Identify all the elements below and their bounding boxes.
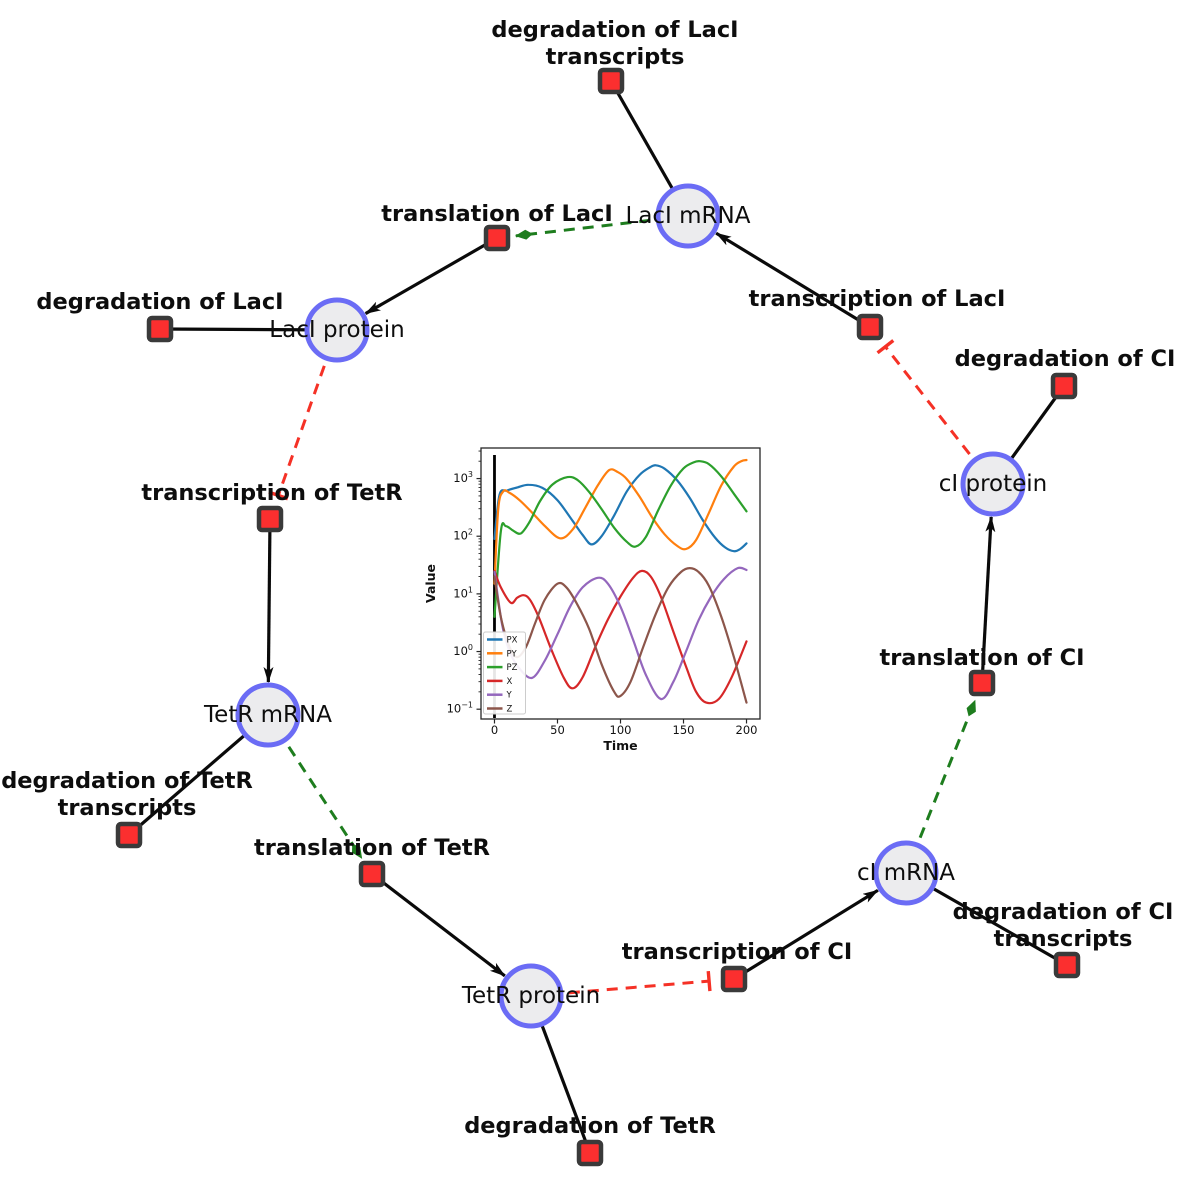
species-node-tetr_mrna[interactable] — [235, 682, 301, 748]
edge-inhibitor-tetr_protein-to-transcription_ci-tbar — [706, 970, 712, 992]
y-tick-label: 101 — [453, 585, 473, 600]
reaction-node-transcription_tetr[interactable] — [256, 505, 284, 533]
species-label-laci_protein: LacI protein — [269, 317, 404, 343]
reaction-label-deg_tetr_tx: degradation of TetR — [1, 768, 253, 794]
species-label-ci_mrna: cI mRNA — [857, 860, 955, 886]
reaction-label-translation_ci: translation of CI — [879, 645, 1084, 671]
reaction-label-transcription_laci: transcription of LacI — [749, 286, 1006, 312]
species-node-ci_protein[interactable] — [960, 451, 1026, 517]
reaction-node-deg_laci[interactable] — [146, 315, 174, 343]
series-PZ-line — [493, 459, 748, 618]
series-X-line — [493, 569, 748, 705]
species-label-laci_mrna: LacI mRNA — [626, 203, 751, 229]
series-PY-line — [493, 458, 748, 585]
legend-label-Z: Z — [507, 705, 513, 715]
reaction-node-transcription_ci[interactable] — [720, 965, 748, 993]
reaction-label-deg_ci_tx: degradation of CI — [953, 899, 1174, 925]
edge-product-transcription_laci-to-laci_mrna — [715, 231, 871, 329]
legend-frame — [483, 631, 526, 715]
edge-product-translation_laci-to-laci_protein — [364, 236, 498, 315]
species-label-tetr_protein: TetR protein — [461, 983, 600, 1009]
legend-label-Y: Y — [506, 691, 513, 701]
reaction-node-transcription_laci[interactable] — [856, 313, 884, 341]
legend-label-PZ: PZ — [507, 663, 518, 673]
y-tick-label: 10−1 — [447, 701, 473, 716]
x-tick-label: 100 — [610, 723, 632, 737]
y-tick-label: 100 — [453, 643, 473, 658]
reaction-label-deg_laci_tx: degradation of LacI — [491, 17, 738, 43]
y-axis-label: Value — [423, 564, 438, 603]
species-label-tetr_mrna: TetR mRNA — [203, 702, 332, 728]
reaction-label-transcription_ci: transcription of CI — [622, 939, 852, 965]
reaction-node-deg_tetr[interactable] — [576, 1139, 604, 1167]
reaction-node-deg_tetr_tx[interactable] — [115, 821, 143, 849]
reaction-label-translation_laci: translation of LacI — [381, 201, 612, 227]
edge-inhibitor-ci_protein-to-transcription_laci-tbar — [876, 339, 895, 355]
y-tick-label: 103 — [453, 470, 473, 485]
reaction-node-translation_laci[interactable] — [483, 224, 511, 252]
species-node-laci_protein[interactable] — [304, 297, 370, 363]
reaction-node-deg_ci_tx[interactable] — [1053, 951, 1081, 979]
species-node-laci_mrna[interactable] — [655, 183, 721, 249]
reaction-label-deg_laci: degradation of LacI — [36, 289, 283, 315]
edge-inhibitor-laci_protein-to-transcription_tetr-tbar — [268, 490, 289, 501]
edge-product-translation_tetr-to-tetr_protein — [371, 872, 506, 978]
axis-ticks: 0 50 100 150 200 10−1 100 101 102 103 — [447, 450, 758, 737]
species-node-tetr_protein[interactable] — [498, 963, 564, 1029]
reaction-label-translation_tetr: translation of TetR — [254, 835, 490, 861]
edge-product-translation_ci-to-ci_protein — [980, 515, 996, 684]
reaction-label-deg_tetr_tx: transcripts — [58, 795, 197, 821]
x-tick-label: 200 — [736, 723, 758, 737]
reaction-node-translation_tetr[interactable] — [358, 860, 386, 888]
edge-modifier-ci_mrna-to-translation_ci — [904, 699, 977, 874]
reaction-label-deg_laci_tx: transcripts — [546, 44, 685, 70]
x-tick-label: 0 — [491, 723, 498, 737]
x-tick-label: 50 — [550, 723, 565, 737]
labels-layer: LacI mRNA LacI protein TetR mRNA TetR prote… — [1, 17, 1175, 1139]
series-PX-line — [493, 464, 748, 553]
nodes-layer — [115, 67, 1081, 1167]
plot-frame — [480, 447, 761, 720]
legend-label-PX: PX — [507, 636, 518, 646]
legend: PX PY PZ XYZ — [483, 631, 526, 715]
reaction-label-deg_tetr: degradation of TetR — [464, 1113, 716, 1139]
x-axis-label: Time — [603, 738, 637, 753]
inset-plot: 0 50 100 150 20010−1100101102103TimeValuePXP… — [423, 447, 761, 753]
reaction-node-deg_ci[interactable] — [1050, 372, 1078, 400]
legend-label-PY: PY — [507, 649, 518, 659]
x-tick-label: 150 — [673, 723, 695, 737]
reaction-node-translation_ci[interactable] — [968, 669, 996, 697]
y-tick-label: 102 — [453, 528, 473, 543]
reaction-node-deg_laci_tx[interactable] — [597, 67, 625, 95]
reaction-label-transcription_tetr: transcription of TetR — [141, 480, 402, 506]
species-node-ci_mrna[interactable] — [873, 840, 939, 906]
species-label-ci_protein: cI protein — [939, 471, 1048, 497]
reaction-label-deg_ci_tx: transcripts — [994, 926, 1133, 952]
edge-product-transcription_ci-to-ci_mrna — [733, 888, 879, 981]
edge-product-transcription_tetr-to-tetr_mrna — [263, 518, 274, 684]
reaction-label-deg_ci: degradation of CI — [955, 346, 1176, 372]
legend-label-X: X — [507, 677, 513, 687]
